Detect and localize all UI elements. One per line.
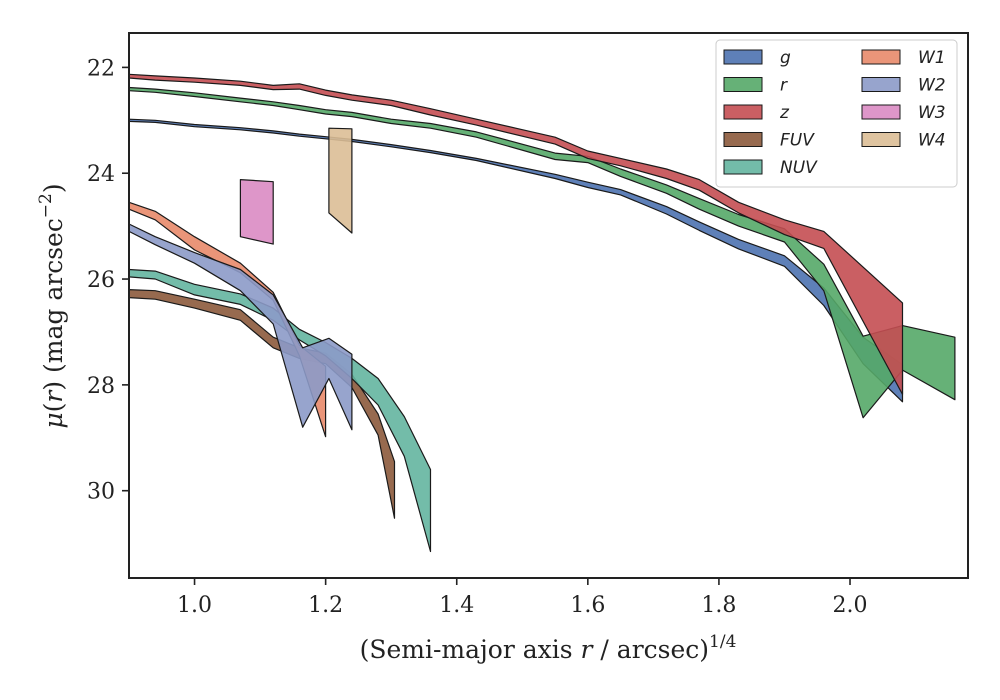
- legend-swatch-w4: [861, 132, 901, 147]
- plot-frame: [128, 32, 969, 579]
- legend-box: [715, 39, 958, 188]
- y-tick-label: 28: [87, 374, 115, 399]
- legend-label-r: r: [780, 76, 788, 96]
- band-z: [128, 73, 904, 395]
- legend-label-w2: W2: [918, 76, 946, 96]
- legend-swatch-w2: [861, 77, 901, 92]
- x-axis: 1.0 1.2 1.4 1.6 1.8 2.0: [177, 578, 868, 618]
- legend-swatch-r: [723, 77, 763, 92]
- band-w2: [128, 223, 353, 431]
- legend-swatch-w1: [861, 49, 901, 65]
- legend-swatch-w3: [861, 104, 901, 120]
- profile-bands: [128, 73, 956, 553]
- legend: grz FUV NUV W1 W2 W3 W4: [715, 39, 958, 188]
- y-axis: 22 24 26 28 30: [87, 56, 129, 505]
- legend-label-nuv: NUV: [780, 158, 818, 178]
- legend-swatch-nuv: [723, 159, 763, 175]
- y-tick-label: 30: [87, 480, 115, 505]
- legend-label-w1: W1: [918, 48, 946, 68]
- legend-label-w3: W3: [918, 103, 946, 123]
- x-tick-label: 1.2: [308, 593, 343, 618]
- legend-swatch-g: [723, 49, 763, 65]
- band-fuv: [128, 289, 396, 519]
- x-tick-label: 1.0: [177, 593, 212, 618]
- legend-label-g: g: [780, 48, 791, 68]
- x-tick-label: 1.4: [439, 593, 474, 618]
- legend-label-fuv: FUV: [780, 131, 815, 151]
- legend-label-z: z: [779, 103, 790, 123]
- x-axis-label: (Semi-major axis r / arcsec)1/4: [360, 632, 737, 664]
- legend-swatch-fuv: [723, 132, 763, 147]
- legend-swatch-z: [723, 104, 763, 120]
- y-tick-label: 26: [87, 268, 115, 293]
- y-tick-label: 22: [87, 56, 115, 81]
- band-r: [128, 86, 956, 419]
- x-tick-label: 1.6: [570, 593, 605, 618]
- y-axis-label: μ(r) (mag arcsec−2): [36, 183, 68, 428]
- band-w3: [239, 179, 274, 245]
- y-tick-label: 24: [87, 162, 115, 187]
- x-tick-label: 1.8: [701, 593, 736, 618]
- legend-label-w4: W4: [918, 131, 946, 151]
- band-w4: [328, 127, 353, 234]
- x-tick-label: 2.0: [833, 593, 868, 618]
